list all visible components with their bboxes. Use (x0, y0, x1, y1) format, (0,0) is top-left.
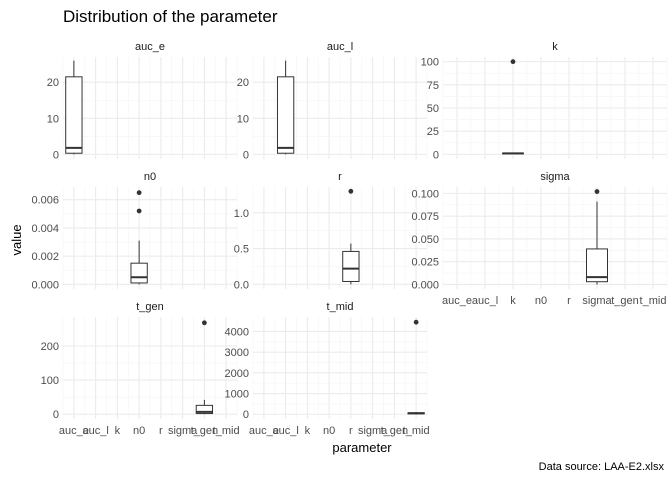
outlier-point (201, 320, 207, 326)
gridlines (442, 187, 668, 289)
outlier-point (136, 208, 142, 214)
y-tick-label: 100 (421, 57, 439, 69)
y-tick-label: 1000 (225, 389, 249, 401)
caption: Data source: LAA-E2.xlsx (539, 461, 665, 473)
gridlines (62, 187, 238, 289)
facet-strip-label: t_gen (136, 301, 164, 313)
x-tick-label: auc_l (272, 425, 298, 437)
chart-title: Distribution of the parameter (63, 7, 278, 26)
facet-sigma: sigma 0.000 0.025 0.050 0.075 0.100 auc_e auc_l… (411, 171, 668, 307)
y-tick-label: 0.5 (234, 244, 249, 256)
y-tick-label: 0 (243, 409, 249, 421)
gridlines (252, 187, 428, 289)
x-tick-label: t_mid (640, 295, 667, 307)
x-tick-label: r (159, 425, 163, 437)
outlier-point (348, 188, 354, 194)
y-tick-label: 0 (433, 149, 439, 161)
facet-r: r 0.0 0.5 1.0 (234, 171, 428, 291)
x-tick-label: sigma (582, 295, 612, 307)
x-tick-label: k (115, 425, 121, 437)
x-tick-label: n0 (133, 425, 145, 437)
x-tick-label: n0 (535, 295, 547, 307)
gridlines (62, 317, 238, 419)
x-tick-label: t_mid (403, 425, 430, 437)
x-tick-label: k (510, 295, 516, 307)
y-tick-label: 0 (53, 149, 59, 161)
outlier-point (594, 189, 600, 194)
facet-auc_l: auc_l 0 10 20 (237, 41, 428, 161)
outlier-point (413, 319, 419, 325)
facet-panels: auc_e01020auc_l01020k0255075100n00.0000.… (31, 41, 668, 437)
y-tick-label: 25 (427, 126, 439, 138)
box-iqr (65, 76, 83, 154)
facet-strip-label: auc_e (135, 41, 165, 53)
x-tick-label: r (567, 295, 571, 307)
x-tick-label: t_gen (381, 425, 409, 437)
y-tick-label: 0.000 (411, 279, 439, 291)
facet-strip-label: k (552, 41, 558, 53)
y-tick-label: 20 (47, 77, 59, 89)
x-tick-label: r (349, 425, 353, 437)
x-tick-label: t_gen (191, 425, 219, 437)
y-tick-label: 100 (41, 375, 59, 387)
y-tick-label: 0.000 (31, 279, 59, 291)
y-tick-label: 0.006 (31, 195, 59, 207)
gridlines (252, 317, 428, 419)
box-iqr (586, 248, 608, 283)
box-iqr (342, 250, 360, 282)
y-tick-label: 0.075 (411, 211, 439, 223)
gridlines (442, 57, 668, 159)
y-tick-label: 0.025 (411, 257, 439, 269)
x-tick-label: sigma (168, 425, 198, 437)
x-tick-label: auc_e (442, 295, 472, 307)
x-tick-label: auc_l (82, 425, 108, 437)
y-tick-label: 10 (237, 113, 249, 125)
y-tick-label: 0 (243, 149, 249, 161)
outlier-point (136, 190, 142, 196)
x-tick-label: auc_l (472, 295, 498, 307)
facet-auc_e: auc_e 0 10 20 (47, 41, 238, 161)
x-tick-label: sigma (358, 425, 388, 437)
x-tick-label: t_mid (213, 425, 240, 437)
y-tick-label: 1.0 (234, 208, 249, 220)
facet-n0: n0 0.000 0.002 0.004 0.006 (31, 171, 238, 291)
x-axis-label: parameter (332, 440, 392, 455)
facet-strip-label: auc_l (327, 41, 353, 53)
y-tick-label: 0.002 (31, 251, 59, 263)
y-tick-label: 20 (237, 77, 249, 89)
y-tick-label: 3000 (225, 347, 249, 359)
y-tick-label: 0.100 (411, 188, 439, 200)
x-tick-label: n0 (323, 425, 335, 437)
facet-strip-label: r (338, 171, 342, 183)
y-tick-label: 200 (41, 341, 59, 353)
facet-k: k 0 25 50 75 100 (421, 41, 668, 161)
y-tick-label: 75 (427, 80, 439, 92)
x-tick-label: k (305, 425, 311, 437)
gridlines (62, 57, 238, 159)
facet-strip-label: sigma (540, 171, 570, 183)
y-tick-label: 0.004 (31, 223, 59, 235)
box-iqr (195, 404, 214, 415)
outlier-point (510, 59, 516, 65)
y-tick-label: 10 (47, 113, 59, 125)
y-tick-label: 2000 (225, 368, 249, 380)
box-iqr (276, 76, 295, 154)
y-axis-label: value (9, 224, 24, 255)
y-tick-label: 0.0 (234, 279, 249, 291)
y-tick-label: 50 (427, 103, 439, 115)
facet-strip-label: t_mid (327, 301, 354, 313)
y-tick-label: 0.050 (411, 234, 439, 246)
x-tick-label: t_gen (611, 295, 639, 307)
facet-strip-label: n0 (144, 171, 156, 183)
box-iqr (130, 262, 148, 284)
y-tick-label: 4000 (225, 326, 249, 338)
x-tick-label: auc_e (249, 425, 279, 437)
x-tick-label: auc_e (59, 425, 89, 437)
gridlines (252, 57, 428, 159)
y-tick-label: 0 (53, 409, 59, 421)
